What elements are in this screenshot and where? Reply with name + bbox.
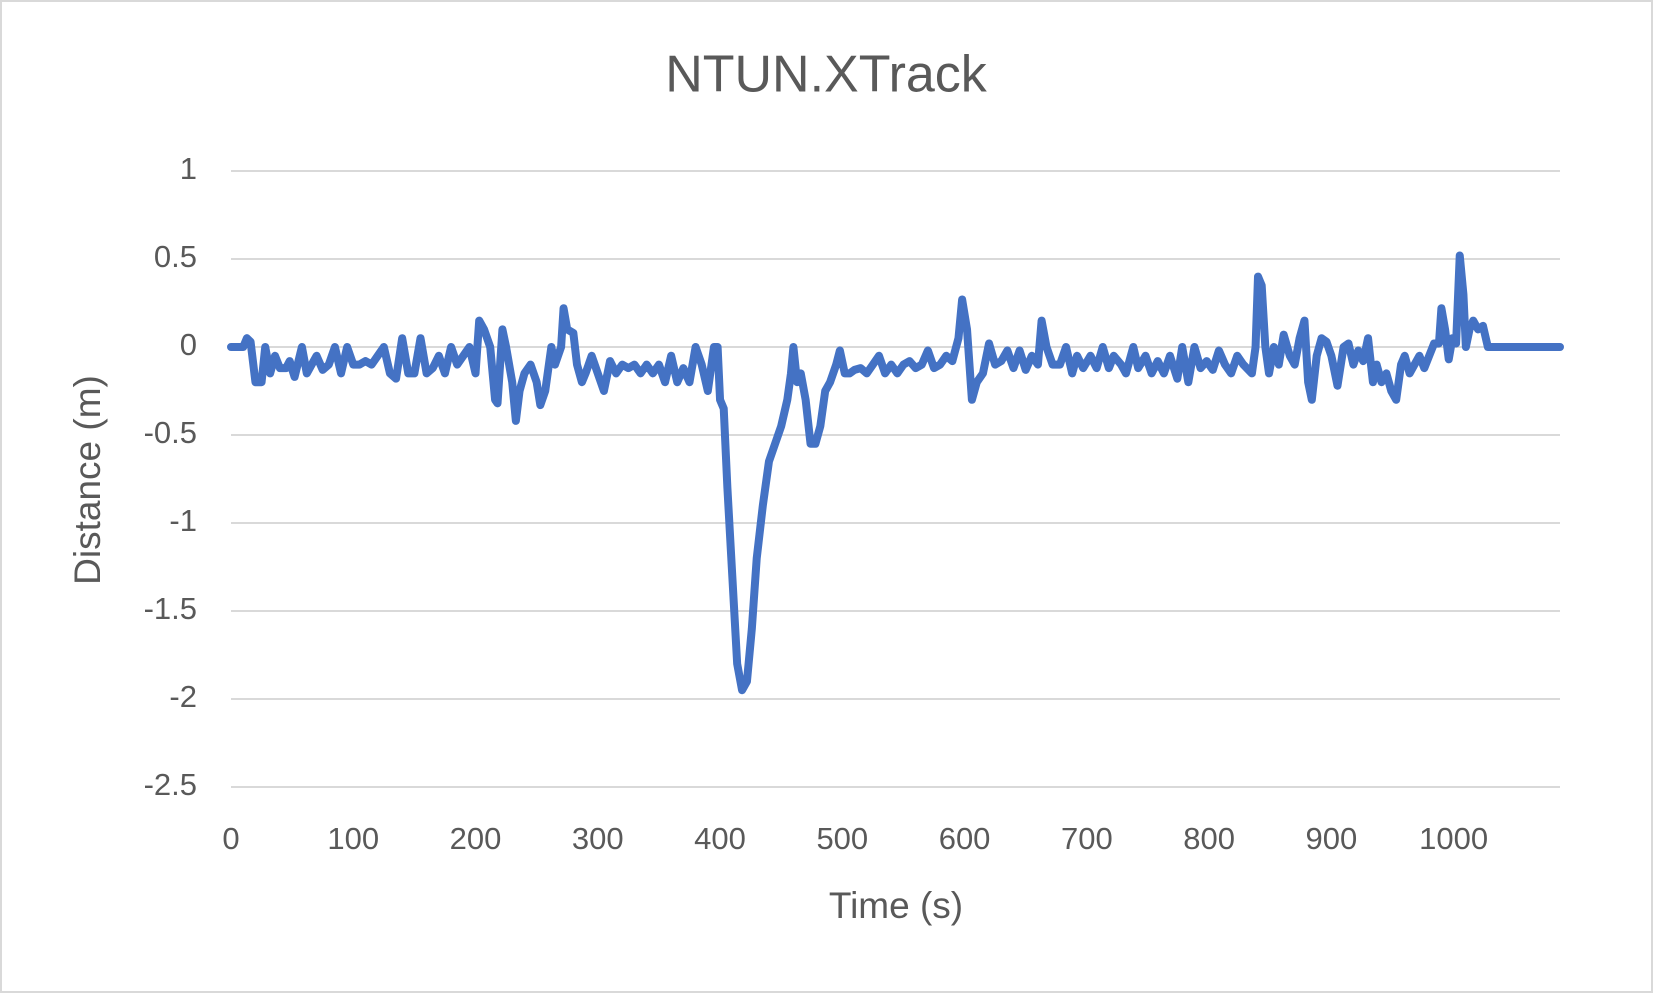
y-tick-label: -2 <box>169 679 197 714</box>
y-tick-label: 1 <box>180 151 197 186</box>
x-tick-label: 400 <box>694 821 746 856</box>
x-tick-label: 700 <box>1061 821 1113 856</box>
y-tick-label: 0.5 <box>154 239 197 274</box>
x-tick-label: 600 <box>939 821 991 856</box>
x-tick-label: 800 <box>1183 821 1235 856</box>
y-tick-label: -1 <box>169 503 197 538</box>
y-tick-label: -1.5 <box>144 591 197 626</box>
chart-title: NTUN.XTrack <box>665 46 988 104</box>
y-tick-label: -0.5 <box>144 415 197 450</box>
x-tick-label: 100 <box>327 821 379 856</box>
x-tick-label: 200 <box>450 821 502 856</box>
y-axis-label: Distance (m) <box>67 375 108 585</box>
x-axis-label: Time (s) <box>829 885 963 926</box>
x-tick-label: 0 <box>222 821 239 856</box>
y-tick-label: 0 <box>180 327 197 362</box>
x-tick-label: 900 <box>1306 821 1358 856</box>
x-tick-label: 500 <box>816 821 868 856</box>
y-tick-label: -2.5 <box>144 767 197 802</box>
x-tick-label: 1000 <box>1419 821 1488 856</box>
data-line <box>227 251 1564 695</box>
x-tick-label: 300 <box>572 821 624 856</box>
